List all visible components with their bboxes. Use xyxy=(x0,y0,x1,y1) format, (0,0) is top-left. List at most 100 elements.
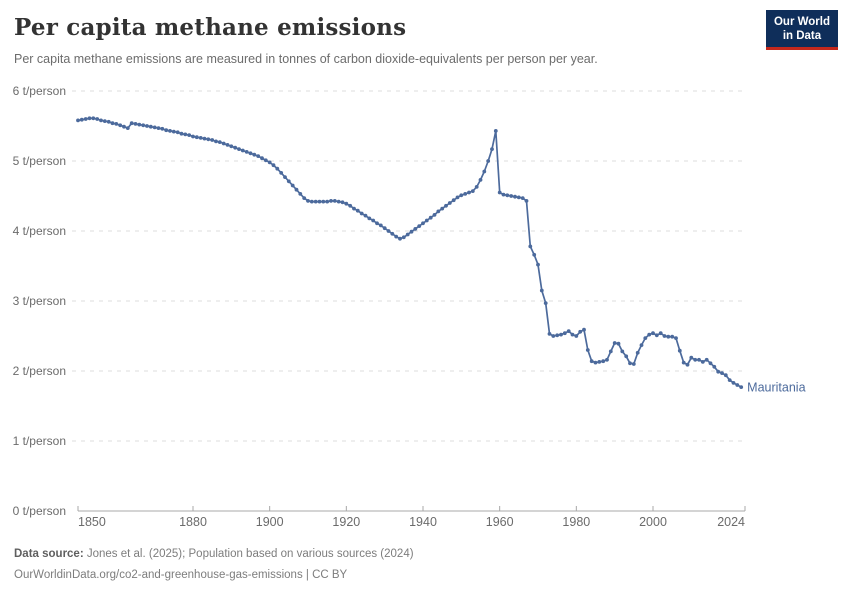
data-point xyxy=(217,140,222,144)
chart-footer: Data source: Jones et al. (2025); Popula… xyxy=(14,544,414,586)
data-point xyxy=(390,231,395,236)
data-point xyxy=(133,122,138,126)
data-point xyxy=(735,383,740,387)
data-point xyxy=(436,209,441,214)
data-point xyxy=(605,357,609,362)
data-point xyxy=(509,194,514,198)
data-point xyxy=(440,206,445,211)
data-point xyxy=(720,371,724,375)
data-point xyxy=(306,199,310,203)
x-tick-label: 1850 xyxy=(78,515,106,529)
data-point xyxy=(168,129,172,133)
data-point xyxy=(739,385,744,389)
data-source-text: Jones et al. (2025); Population based on… xyxy=(83,548,414,560)
data-source-label: Data source: xyxy=(14,548,84,560)
data-point xyxy=(421,221,425,226)
data-point xyxy=(417,224,422,229)
data-point xyxy=(76,118,80,123)
data-point xyxy=(91,116,96,121)
data-point xyxy=(122,124,126,129)
data-source-line: Data source: Jones et al. (2025); Popula… xyxy=(14,544,414,565)
data-point xyxy=(175,130,180,135)
data-point xyxy=(474,185,479,189)
data-point xyxy=(309,199,314,204)
x-tick-label: 1940 xyxy=(409,515,437,529)
data-point xyxy=(467,190,471,195)
data-point xyxy=(727,378,732,382)
x-tick-label: 1900 xyxy=(256,515,284,529)
data-point xyxy=(359,211,364,216)
data-point xyxy=(524,199,529,203)
data-point xyxy=(616,341,621,346)
data-point xyxy=(693,357,698,362)
data-point xyxy=(455,195,460,200)
data-point xyxy=(536,262,540,267)
data-point xyxy=(114,122,119,126)
data-point xyxy=(187,133,192,137)
y-tick-label: 4 t/person xyxy=(13,224,66,238)
data-point xyxy=(551,334,556,338)
data-point xyxy=(302,196,307,200)
data-point xyxy=(543,301,548,305)
data-point xyxy=(631,362,636,366)
x-tick-label: 2000 xyxy=(639,515,667,529)
data-point xyxy=(386,229,391,233)
x-tick-label: 1960 xyxy=(486,515,514,529)
data-point xyxy=(298,192,303,196)
x-tick-label: 1880 xyxy=(179,515,207,529)
chart-plot-area: 0 t/person 1 t/person 2 t/person 3 t/person… xyxy=(0,80,850,535)
data-point xyxy=(191,134,195,139)
data-point xyxy=(252,152,257,157)
data-point xyxy=(179,131,184,136)
data-point xyxy=(597,360,602,364)
data-point xyxy=(697,357,701,362)
data-point xyxy=(118,123,123,128)
y-tick-label: 2 t/person xyxy=(13,364,66,378)
data-point xyxy=(628,361,632,366)
data-point xyxy=(221,141,226,146)
data-point xyxy=(233,145,238,150)
data-point xyxy=(539,288,544,293)
data-point xyxy=(681,360,686,365)
data-point xyxy=(317,199,322,204)
data-point xyxy=(141,123,146,128)
data-point xyxy=(95,117,100,121)
data-point xyxy=(566,329,571,333)
data-point xyxy=(647,332,652,337)
data-point xyxy=(244,150,249,154)
data-point xyxy=(102,119,107,123)
data-point xyxy=(286,179,291,184)
data-point xyxy=(674,336,678,340)
owid-logo-line1: Our World xyxy=(773,16,830,28)
y-tick-label: 5 t/person xyxy=(13,154,66,168)
data-point xyxy=(601,359,606,364)
data-point xyxy=(689,355,694,360)
data-point xyxy=(137,122,142,127)
x-tick-label: 2024 xyxy=(717,515,745,529)
data-point xyxy=(294,187,299,192)
data-point xyxy=(106,119,111,124)
data-point xyxy=(574,334,579,338)
data-point xyxy=(225,143,230,147)
data-point xyxy=(336,199,341,204)
data-point xyxy=(99,118,103,123)
data-point xyxy=(528,244,533,249)
data-point xyxy=(658,331,663,336)
data-point xyxy=(348,203,353,208)
data-point xyxy=(451,198,456,203)
data-point xyxy=(731,381,736,385)
data-point xyxy=(685,362,690,367)
data-point xyxy=(206,137,211,142)
data-point xyxy=(237,147,241,151)
data-point xyxy=(651,331,655,336)
data-point xyxy=(490,147,494,151)
data-point xyxy=(260,156,264,161)
data-point xyxy=(271,163,276,168)
data-point xyxy=(432,213,437,217)
data-point xyxy=(723,373,728,378)
y-tick-label: 1 t/person xyxy=(13,434,66,448)
data-point xyxy=(394,234,399,239)
data-point xyxy=(516,195,521,200)
data-point xyxy=(413,227,418,231)
